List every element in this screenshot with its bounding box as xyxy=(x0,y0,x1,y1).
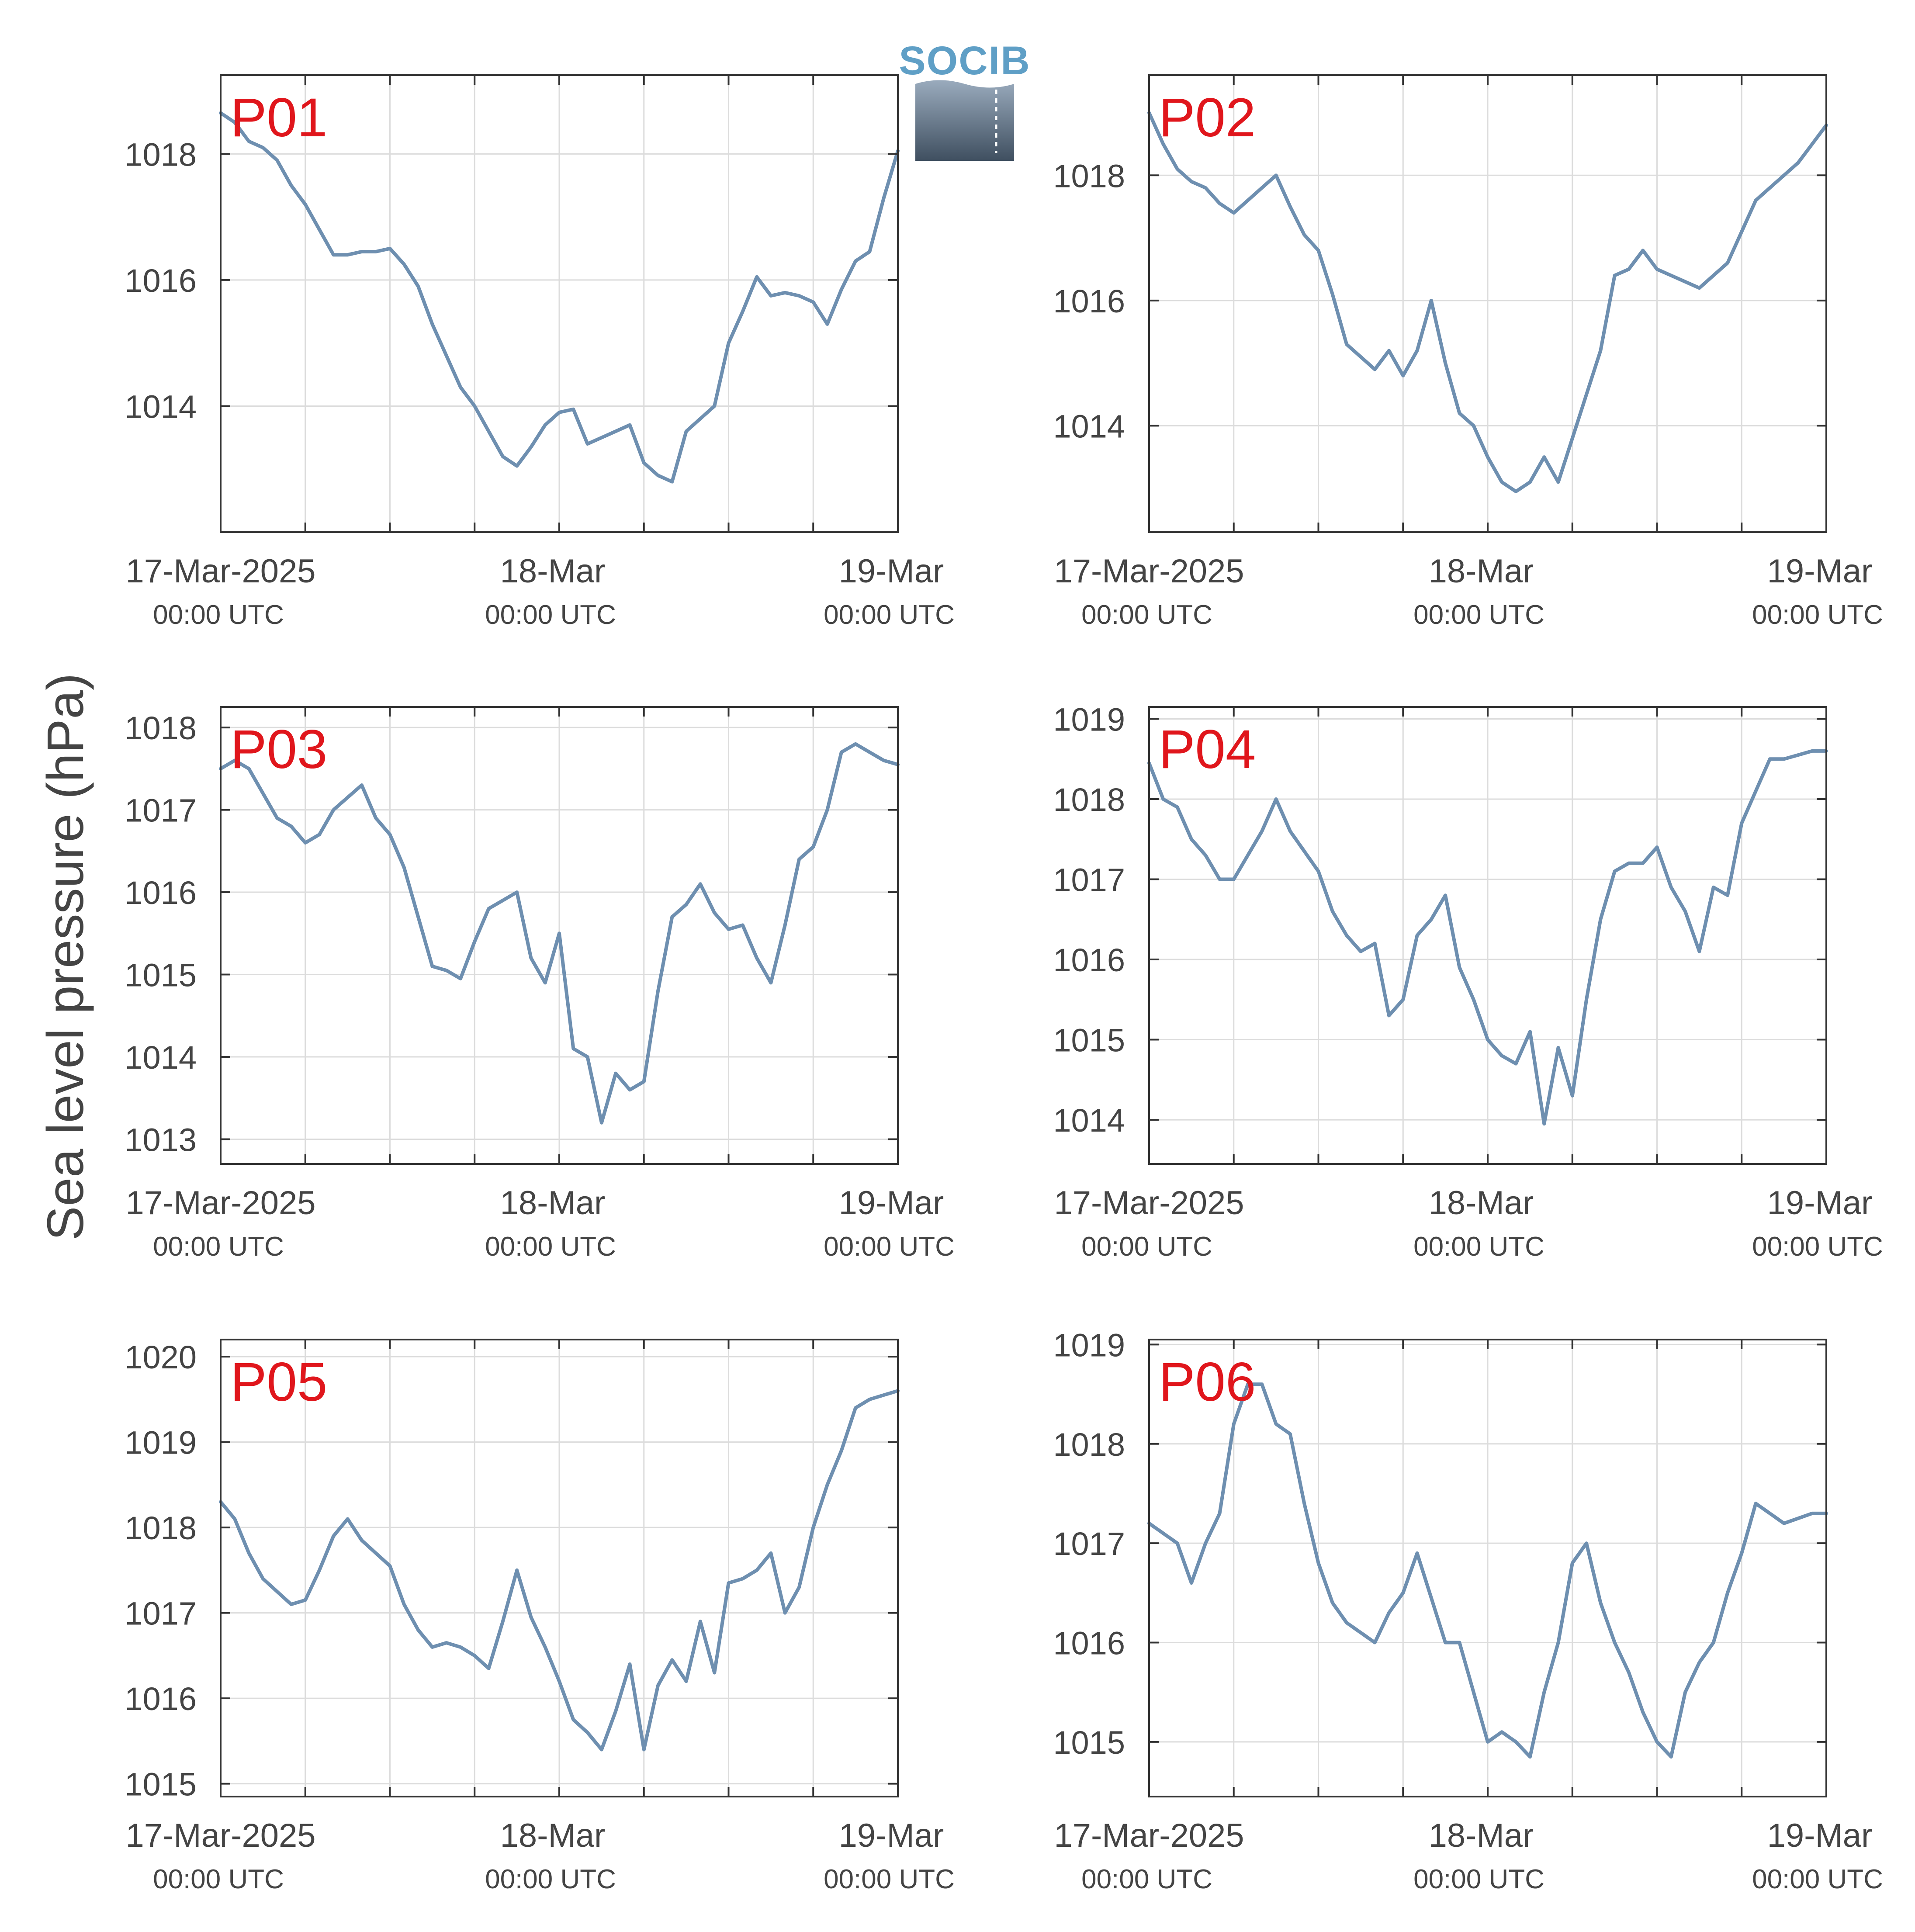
x-tick-sublabel: 00:00 UTC xyxy=(485,1232,616,1262)
x-tick-label: 19-Mar xyxy=(839,1817,944,1854)
panel-label: P02 xyxy=(1159,87,1256,148)
x-tick-sublabel: 00:00 UTC xyxy=(1081,1232,1212,1262)
y-tick-label: 1018 xyxy=(125,710,197,746)
x-tick-label: 18-Mar xyxy=(500,1184,606,1222)
x-tick-sublabel: 00:00 UTC xyxy=(1413,600,1544,630)
x-tick-sublabel: 00:00 UTC xyxy=(1413,1864,1544,1894)
x-tick-label: 17-Mar-2025 xyxy=(1054,1817,1244,1854)
x-tick-label: 17-Mar-2025 xyxy=(125,1817,315,1854)
socib-logo: SOCIB xyxy=(899,38,1030,161)
y-tick-label: 1016 xyxy=(125,1681,197,1717)
y-tick-label: 1016 xyxy=(1053,1625,1125,1662)
panel-p03: 1013 1014 1015 1016 1017 1018 17-Mar-2025 00:00… xyxy=(125,706,955,1262)
x-tick-sublabel: 00:00 UTC xyxy=(824,1232,955,1262)
x-tick-sublabel: 00:00 UTC xyxy=(1752,1232,1883,1262)
panel-p04: 1014 1015 1016 1017 1018 1019 17-Mar-2025 00:00… xyxy=(1053,702,1883,1262)
series-line xyxy=(1147,111,1828,493)
y-axis-label: Sea level pressure (hPa) xyxy=(37,673,94,1241)
panel-p05: 1015 1016 1017 1018 1019 1020 17-Mar-2025 00:00… xyxy=(125,1339,955,1894)
x-tick-sublabel: 00:00 UTC xyxy=(485,600,616,630)
y-tick-label: 1017 xyxy=(125,793,197,829)
y-tick-label: 1017 xyxy=(1053,862,1125,898)
logo-wave xyxy=(915,80,1014,161)
y-tick-label: 1018 xyxy=(1053,782,1125,818)
panel-label: P01 xyxy=(230,87,327,148)
y-tick-label: 1014 xyxy=(125,388,197,425)
x-tick-label: 19-Mar xyxy=(1767,1184,1873,1222)
x-tick-sublabel: 00:00 UTC xyxy=(1752,1864,1883,1894)
x-tick-label: 19-Mar xyxy=(839,1184,944,1222)
panel-p06: 1015 1016 1017 1018 1019 17-Mar-2025 00:00 UTC… xyxy=(1053,1327,1883,1894)
y-tick-label: 1019 xyxy=(1053,1327,1125,1363)
y-tick-label: 1018 xyxy=(125,1510,197,1546)
x-tick-label: 19-Mar xyxy=(1767,553,1873,590)
series-line xyxy=(219,742,900,1125)
y-tick-label: 1016 xyxy=(125,875,197,911)
y-tick-label: 1020 xyxy=(125,1339,197,1375)
x-tick-label: 17-Mar-2025 xyxy=(125,1184,315,1222)
x-tick-sublabel: 00:00 UTC xyxy=(824,1864,955,1894)
y-tick-label: 1015 xyxy=(125,957,197,994)
x-tick-sublabel: 00:00 UTC xyxy=(1081,600,1212,630)
x-tick-sublabel: 00:00 UTC xyxy=(1752,600,1883,630)
y-tick-label: 1014 xyxy=(1053,1102,1125,1139)
y-tick-label: 1016 xyxy=(125,263,197,299)
series-line xyxy=(1147,749,1828,1126)
y-tick-label: 1019 xyxy=(1053,702,1125,738)
y-tick-label: 1015 xyxy=(125,1766,197,1803)
x-tick-label: 19-Mar xyxy=(839,553,944,590)
panel-label: P03 xyxy=(230,719,327,780)
panel-label: P05 xyxy=(230,1352,327,1413)
x-tick-sublabel: 00:00 UTC xyxy=(485,1864,616,1894)
x-tick-label: 17-Mar-2025 xyxy=(1054,553,1244,590)
series-line xyxy=(219,111,900,484)
logo-text: SOCIB xyxy=(899,38,1030,83)
x-tick-sublabel: 00:00 UTC xyxy=(1413,1232,1544,1262)
y-tick-label: 1014 xyxy=(1053,408,1125,444)
x-tick-label: 19-Mar xyxy=(1767,1817,1873,1854)
panel-label: P04 xyxy=(1159,719,1256,780)
panel-label: P06 xyxy=(1159,1352,1256,1413)
x-tick-label: 18-Mar xyxy=(500,553,606,590)
x-tick-sublabel: 00:00 UTC xyxy=(824,600,955,630)
y-tick-label: 1013 xyxy=(125,1122,197,1158)
y-tick-label: 1015 xyxy=(1053,1022,1125,1059)
y-tick-label: 1018 xyxy=(1053,158,1125,194)
panel-p02: 1014 1016 1018 17-Mar-2025 00:00 UTC 18-Mar 00… xyxy=(1053,74,1883,630)
x-tick-sublabel: 00:00 UTC xyxy=(153,1864,284,1894)
x-tick-label: 18-Mar xyxy=(1429,553,1534,590)
y-tick-label: 1018 xyxy=(125,136,197,173)
x-tick-label: 18-Mar xyxy=(500,1817,606,1854)
panel-p01: 1014 1016 1018 17-Mar-2025 00:00 UTC 18-Mar 00… xyxy=(125,74,955,630)
series-line xyxy=(1147,1382,1828,1759)
x-tick-sublabel: 00:00 UTC xyxy=(1081,1864,1212,1894)
x-tick-label: 17-Mar-2025 xyxy=(125,553,315,590)
x-tick-label: 18-Mar xyxy=(1429,1817,1534,1854)
y-tick-label: 1016 xyxy=(1053,942,1125,978)
series-line xyxy=(219,1389,900,1752)
x-tick-label: 18-Mar xyxy=(1429,1184,1534,1222)
y-tick-label: 1018 xyxy=(1053,1426,1125,1463)
y-tick-label: 1019 xyxy=(125,1425,197,1461)
y-tick-label: 1016 xyxy=(1053,283,1125,319)
x-tick-sublabel: 00:00 UTC xyxy=(153,600,284,630)
y-tick-label: 1014 xyxy=(125,1039,197,1076)
y-tick-label: 1017 xyxy=(1053,1526,1125,1562)
x-tick-sublabel: 00:00 UTC xyxy=(153,1232,284,1262)
x-tick-label: 17-Mar-2025 xyxy=(1054,1184,1244,1222)
y-tick-label: 1017 xyxy=(125,1596,197,1632)
y-tick-label: 1015 xyxy=(1053,1724,1125,1761)
